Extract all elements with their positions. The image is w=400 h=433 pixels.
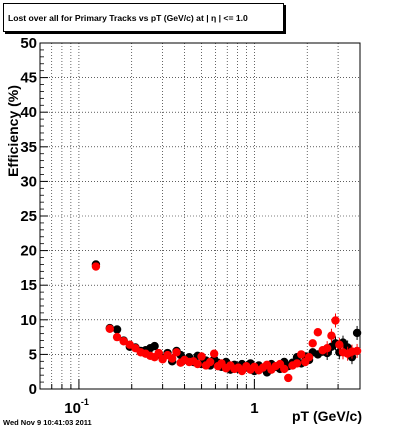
y-tick-label: 45: [20, 70, 37, 87]
timestamp-footer: Wed Nov 9 10:41:03 2011: [3, 418, 92, 427]
y-tick-label: 10: [20, 312, 37, 329]
series-red: [91, 262, 362, 383]
data-point: [297, 350, 306, 359]
data-point: [352, 328, 362, 338]
series-black: [91, 260, 362, 377]
data-point: [167, 354, 177, 363]
data-point: [119, 337, 128, 346]
data-point: [209, 349, 219, 358]
data-point: [172, 348, 181, 357]
data-series: [91, 260, 362, 383]
data-point: [352, 346, 362, 356]
y-tick-label: 40: [20, 104, 37, 121]
x-tick-label: 1: [250, 400, 258, 417]
x-axis-ticks: 10 -1 1: [51, 379, 339, 417]
data-point: [205, 357, 215, 367]
data-point: [154, 348, 163, 358]
data-point: [313, 328, 323, 337]
y-tick-label: 50: [20, 35, 37, 52]
data-point: [331, 316, 340, 325]
data-point: [284, 373, 293, 383]
y-tick-label: 35: [20, 139, 37, 156]
data-point: [308, 339, 317, 348]
data-point: [335, 340, 344, 349]
data-point: [280, 364, 289, 374]
chart-title: Lost over all for Primary Tracks vs pT (…: [3, 3, 284, 32]
data-point: [327, 331, 336, 340]
x-tick-exponent: -1: [81, 397, 89, 407]
data-point: [193, 359, 202, 369]
data-point: [112, 332, 122, 342]
y-axis-ticks: 0 5 10 15 20 25 30 35 40 45 50: [20, 35, 48, 398]
data-point: [91, 262, 101, 271]
data-point: [150, 341, 159, 351]
y-tick-label: 0: [29, 381, 37, 398]
x-axis-title: pT (GeV/c): [292, 408, 362, 424]
y-tick-label: 20: [20, 243, 37, 260]
y-tick-label: 15: [20, 277, 37, 294]
data-point: [105, 324, 115, 333]
y-tick-label: 30: [20, 173, 37, 190]
data-point: [197, 352, 206, 361]
y-tick-label: 5: [29, 346, 37, 363]
data-point: [322, 343, 332, 353]
data-point: [292, 359, 302, 368]
y-axis-title: Efficiency (%): [5, 85, 21, 177]
y-tick-label: 25: [20, 208, 37, 225]
data-point: [112, 325, 122, 334]
x-tick-label: 10: [64, 400, 81, 417]
data-point: [304, 352, 314, 362]
grid-lines: [40, 43, 360, 389]
